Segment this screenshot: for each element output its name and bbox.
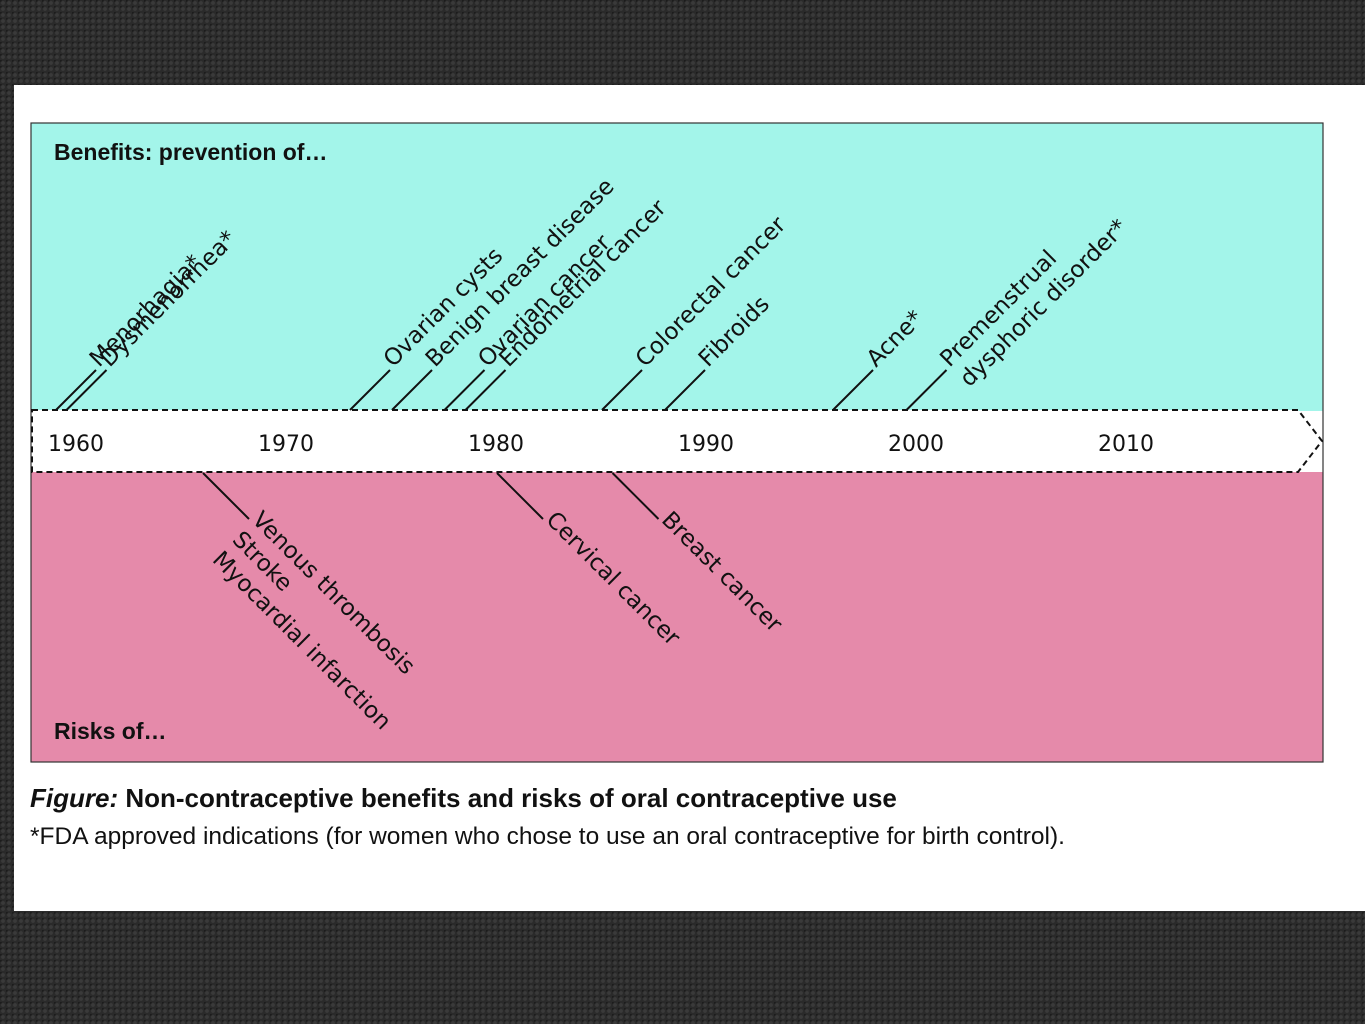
risks-title: Risks of… <box>54 718 166 744</box>
timeline-figure: Benefits: prevention of… Risks of… 1960 1… <box>30 122 1324 763</box>
figure-border <box>30 122 1324 763</box>
timeline-band <box>31 409 1324 473</box>
caption-title: Non-contraceptive benefits and risks of … <box>118 783 897 813</box>
benefits-title: Benefits: prevention of… <box>54 139 327 165</box>
figure-caption: Figure: Non-contraceptive benefits and r… <box>30 781 1350 855</box>
benefits-panel <box>31 123 1323 411</box>
caption-prefix: Figure: <box>30 783 119 813</box>
benefit-leader-line <box>601 369 643 411</box>
benefit-leader-line <box>65 369 108 411</box>
caption-title-line: Figure: Non-contraceptive benefits and r… <box>30 781 1350 815</box>
benefit-leader-line <box>664 369 706 411</box>
slide: Benefits: prevention of… Risks of… 1960 1… <box>14 85 1365 911</box>
caption-note: *FDA approved indications (for women who… <box>30 823 1065 850</box>
risk-leader-line <box>611 472 660 520</box>
risk-leader-line <box>496 472 544 520</box>
year-label-1980: 1980 <box>468 432 524 457</box>
benefit-leader-line <box>349 369 391 411</box>
benefit-leader-line <box>832 369 874 411</box>
year-label-2010: 2010 <box>1098 432 1154 457</box>
risks-panel <box>31 472 1323 762</box>
year-label-1960: 1960 <box>48 432 104 457</box>
risk-leader-line <box>202 472 250 520</box>
benefit-leader-line <box>391 369 433 411</box>
benefit-leader-line <box>464 369 507 411</box>
benefit-leader-line <box>443 369 486 411</box>
year-label-1970: 1970 <box>258 432 314 457</box>
benefit-leader-line <box>905 369 948 411</box>
year-axis: 1960 1970 1980 1990 2000 2010 <box>48 432 1154 457</box>
benefit-leader-line <box>55 369 97 411</box>
year-label-2000: 2000 <box>888 432 944 457</box>
year-label-1990: 1990 <box>678 432 734 457</box>
